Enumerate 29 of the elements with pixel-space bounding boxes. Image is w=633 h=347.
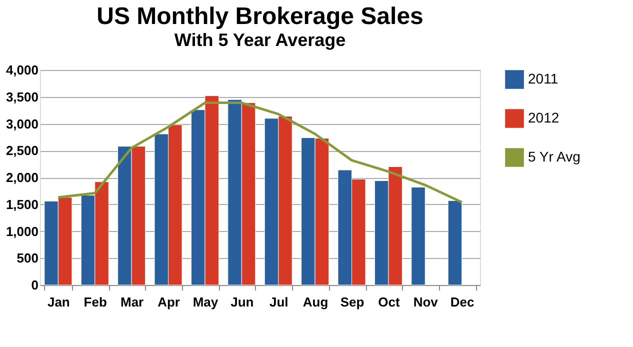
- x-tick-label: Mar: [120, 294, 144, 310]
- y-tick-label: 2,500: [6, 143, 38, 158]
- x-tick-label: Feb: [84, 294, 107, 310]
- x-tick-label: Jun: [230, 294, 254, 310]
- bar: [411, 186, 426, 286]
- line-series: [56, 102, 464, 204]
- legend-label: 2012: [528, 110, 560, 126]
- y-tick-label: 500: [16, 250, 38, 266]
- legend-label: 5 Yr Avg: [528, 148, 580, 164]
- x-tick-label: May: [192, 294, 219, 310]
- x-tick-label: Oct: [378, 294, 400, 310]
- x-tick-label: Apr: [158, 294, 180, 310]
- legend-label: 2011: [528, 70, 558, 86]
- y-tick-label: 2,000: [6, 170, 38, 185]
- y-tick-label: 3,500: [6, 89, 38, 104]
- y-tick-label: 4,000: [6, 62, 38, 78]
- x-tick-label: Nov: [413, 294, 439, 310]
- x-tick-label: Sep: [340, 294, 364, 310]
- y-tick-label: 0: [31, 278, 38, 292]
- y-tick-label: 1,000: [6, 224, 38, 239]
- x-tick-label: Aug: [302, 294, 328, 310]
- x-tick-label: Jul: [269, 294, 288, 310]
- chart-subtitle: With 5 Year Average: [174, 30, 346, 50]
- x-tick-label: Jan: [47, 294, 70, 310]
- bar: [448, 200, 462, 286]
- x-tick-label: Dec: [450, 294, 474, 310]
- y-tick-label: 3,000: [6, 116, 38, 132]
- chart-title: US Monthly Brokerage Sales: [96, 3, 424, 30]
- y-tick-label: 1,500: [6, 196, 38, 212]
